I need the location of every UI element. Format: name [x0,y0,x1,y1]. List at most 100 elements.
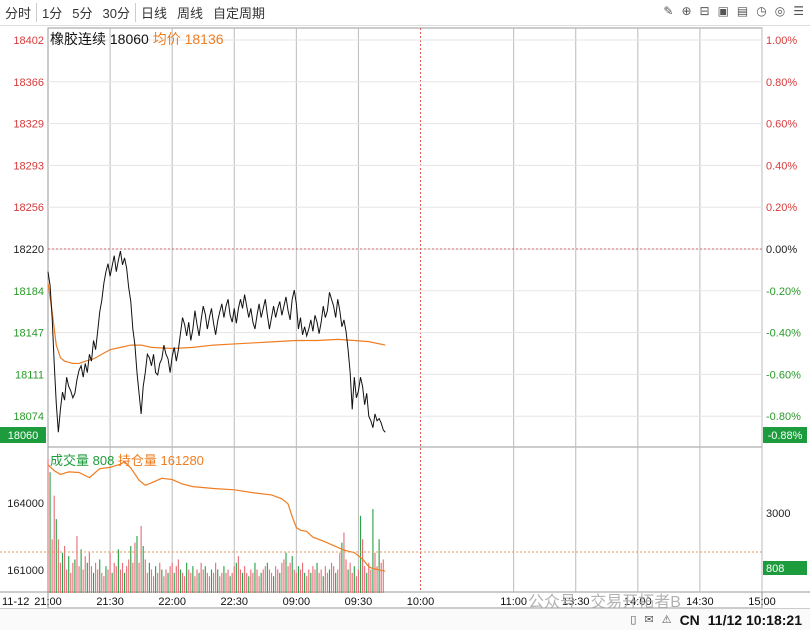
clock-icon[interactable]: ◷ [756,4,767,18]
volume-bar [270,572,273,593]
volume-bar [148,562,150,593]
volume-bar [210,569,213,593]
volume-bar [51,539,53,593]
chart-config-icon[interactable]: ▤ [736,4,749,18]
save-icon[interactable]: ▣ [717,4,729,18]
x-tick-label: 22:30 [220,596,248,608]
volume-bar [105,566,107,593]
volume-bar [295,572,297,593]
volume-bar [380,562,382,593]
volume-bar [339,552,341,593]
volume-bar [130,546,132,593]
volume-bar [341,542,343,593]
volume-bar [70,572,72,593]
y-tick-label-right: -0.40% [766,328,801,340]
volume-bar [328,569,331,593]
volume-bar [308,569,310,593]
volume-bar [370,569,372,593]
volume-bar [198,572,200,593]
tab-5min[interactable]: 5分 [72,6,93,21]
volume-bar [132,562,134,593]
volume-bar [233,566,235,593]
last-price-tag: 18060 [8,430,39,442]
tab-1min[interactable]: 1分 [36,3,67,22]
volume-bar [175,566,177,593]
volume-bar [76,535,78,593]
volume-bar [357,569,360,593]
y-tick-label-left: 18293 [13,160,44,172]
chart-canvas[interactable]: 11-12 21:00 21:30 22:00 22:30 09:00 09:30 10:00… [0,0,810,608]
y-tick-label-right: 0.60% [766,119,797,131]
volume-bar [275,566,277,593]
y-tick-label-right: 1.00% [766,35,797,47]
volume-bar [68,556,70,593]
volume-bar [258,576,260,593]
volume-bar [157,572,159,593]
volume-bar [250,569,252,593]
y-tick-label-left: 18074 [13,411,44,423]
tab-30min[interactable]: 30分 [102,6,130,21]
volume-bar [92,572,95,593]
price-legend-title: 橡胶连续 18060 均价 18136 [50,31,224,47]
volume-bar [362,539,364,593]
volume-bar [225,572,227,593]
target-icon[interactable]: ◎ [774,4,786,18]
x-tick-label: 10:00 [407,596,435,608]
status-bar: ▯ ✉ ⚠ CN 11/12 10:18:21 [0,608,810,630]
volume-bar [200,562,202,593]
volume-bar [173,572,175,593]
volume-bar [318,572,320,593]
volume-bar [152,576,155,593]
volume-bar [190,572,192,593]
draw-icon[interactable]: ✎ [663,4,674,18]
toolbar-tools: ✎ ⊕ ⊟ ▣ ▤ ◷ ◎ ☰ [663,4,804,18]
message-icon[interactable]: ✉ [644,614,654,626]
volume-bar [239,569,242,593]
tab-daily[interactable]: 日线 [134,3,172,22]
volume-bar [359,515,362,593]
y-tick-label-right: -0.80% [766,411,801,423]
tab-weekly[interactable]: 周线 [176,6,203,21]
x-tick-label: 09:00 [283,596,311,608]
period-toolbar: 分时 1分 5分 30分 日线 周线 自定周期 ✎ ⊕ ⊟ ▣ ▤ ◷ ◎ ☰ [0,0,810,26]
volume-bar [86,562,88,593]
export-icon[interactable]: ⊟ [699,4,710,18]
menu-icon[interactable]: ☰ [793,4,804,18]
tab-intraday[interactable]: 分时 [5,6,32,21]
volume-bar [366,572,368,593]
volume-bar [165,569,167,593]
volume-bar [279,572,281,593]
x-tick-label: 22:00 [158,596,186,608]
volume-bar [382,559,384,593]
volume-bar [355,576,357,593]
x-tick-label: 15:00 [748,596,776,608]
volume-bar [277,569,279,593]
volume-bar [262,569,264,593]
alert-icon[interactable]: ⚠ [661,614,672,626]
device-icon[interactable]: ▯ [630,614,637,626]
x-tick-label: 14:00 [624,596,652,608]
volume-bar [66,569,68,593]
volume-bar [117,549,119,593]
volume-bar [266,562,268,593]
share-icon[interactable]: ⊕ [681,4,692,18]
volume-bar [256,569,258,593]
volume-bar [167,572,169,593]
volume-bar [171,562,173,593]
volume-bar [221,572,223,593]
price-line [47,250,386,433]
volume-bar [312,566,314,593]
volume-bar [376,566,378,593]
tab-custom-period[interactable]: 自定周期 [212,6,265,21]
volume-tick-label: 3000 [766,508,790,520]
volume-bar [155,566,157,593]
volume-bar [316,562,318,593]
volume-bar [103,576,105,593]
volume-bar [113,562,115,593]
volume-bar [78,566,80,593]
status-datetime: 11/12 10:18:21 [707,611,802,628]
volume-bar [229,576,231,593]
volume-bar [378,539,380,593]
volume-bar [241,572,244,593]
y-tick-label-left: 18220 [13,244,44,256]
